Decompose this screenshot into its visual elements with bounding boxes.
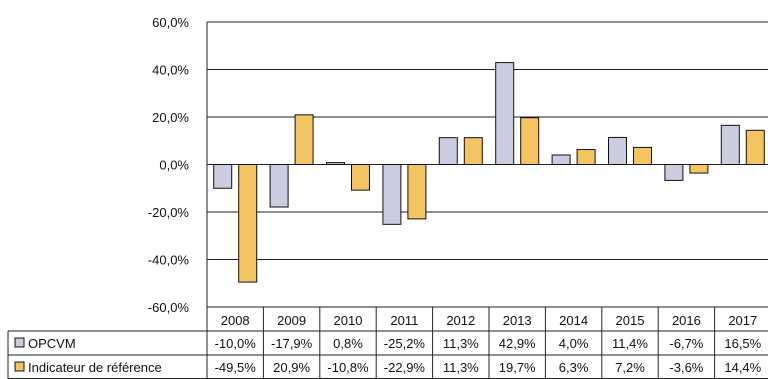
y-tick-label: -60,0% [148,300,190,315]
data-label: 19,7% [499,360,536,375]
data-label: -17,9% [271,336,313,351]
bar [438,137,458,166]
category-label: 2013 [503,313,532,328]
y-tick-label: 40,0% [152,63,189,78]
bar [720,124,740,165]
bar [351,164,370,191]
legend-key [14,337,25,348]
y-tick-label: 60,0% [152,15,189,30]
data-label: 11,4% [612,336,648,351]
y-tick-label: -20,0% [148,205,190,220]
data-label: -6,7% [669,336,703,351]
bars [213,62,765,283]
data-label: -25,2% [384,336,426,351]
data-label: 16,5% [724,336,761,351]
bar [664,164,684,181]
bar [213,164,233,189]
category-label: 2012 [446,313,475,328]
category-label: 2016 [672,313,701,328]
bar [238,164,258,283]
data-label: 11,3% [443,360,479,375]
category-label: 2015 [616,313,645,328]
data-label: 20,9% [273,360,310,375]
bar [633,146,652,165]
bar [745,129,765,166]
data-label: 14,4% [724,360,761,375]
bar [689,164,709,174]
category-label: 2008 [221,313,250,328]
bar [407,164,427,220]
y-tick-label: -40,0% [148,253,190,268]
data-label: 42,9% [499,336,536,351]
y-axis: 60,0% 40,0% 20,0% 0,0% -20,0% -40,0% -60,0% [148,15,208,315]
bar [495,62,515,165]
bar [520,117,540,165]
data-label: 11,3% [443,336,479,351]
y-tick-label: 0,0% [159,158,189,173]
data-label: -22,9% [384,360,426,375]
category-label: 2017 [728,313,757,328]
bar [326,162,345,166]
data-label: -49,5% [215,360,257,375]
category-label: 2009 [277,313,306,328]
data-label: 6,3% [559,360,589,375]
legend-key [14,361,25,372]
data-label: -3,6% [669,360,703,375]
data-label: 0,8% [333,336,363,351]
category-label: 2010 [334,313,363,328]
data-label: 7,2% [615,360,645,375]
y-tick-label: 20,0% [152,110,189,125]
bar [382,164,402,225]
bar [551,154,571,165]
series-name: OPCVM [28,336,76,351]
bar [269,164,289,208]
data-label: 4,0% [559,336,589,351]
category-label: 2014 [559,313,588,328]
bar [608,136,627,166]
data-label: -10,0% [215,336,257,351]
bar [576,149,596,166]
grid-lines [207,21,768,308]
bar [294,114,314,166]
data-label: -10,8% [327,360,369,375]
bar [463,137,483,166]
series-name: Indicateur de référence [28,360,162,375]
data-table: 2008 2009 2010 2011 2012 2013 2014 2015 2016 2017… [7,306,768,379]
category-label: 2011 [390,313,418,328]
